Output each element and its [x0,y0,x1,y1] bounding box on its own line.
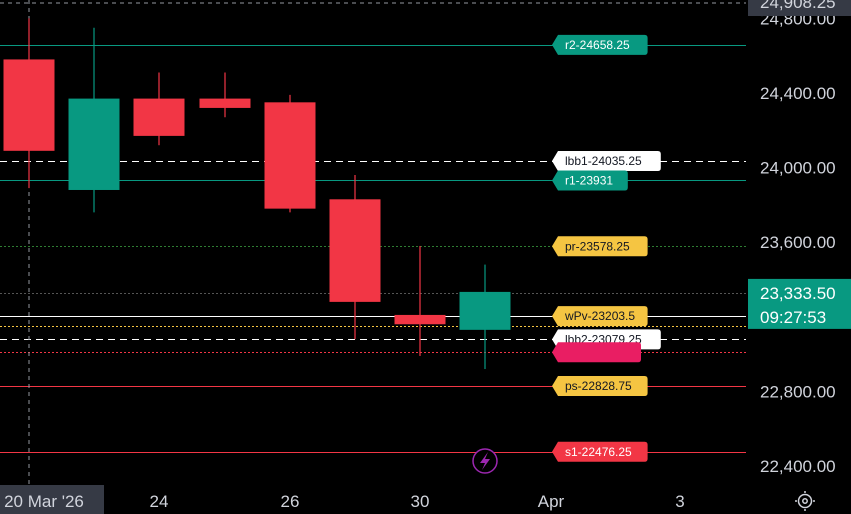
x-tick-label-0: 20 Mar '26 [4,492,84,511]
candle-2026-03-20[interactable] [3,18,55,189]
y-axis[interactable]: 22,400.0022,800.0023,200.0023,600.0024,0… [748,0,851,476]
y-tick-label-4: 24,000.00 [760,159,836,178]
countdown-label: 09:27:53 [760,308,826,327]
level-label-text-5: wPv-23203.5 [564,309,635,323]
y-axis-top-label: 24,908.25 [760,0,836,12]
level-label-9[interactable]: ps-22828.75 [552,376,648,397]
level-label-text-0: r2-24658.25 [565,38,630,52]
y-tick-label-5: 24,400.00 [760,84,836,103]
y-tick-label-3: 23,600.00 [760,233,836,252]
level-label-text-10: s1-22476.25 [565,445,632,459]
level-label-8[interactable] [552,342,641,363]
current-price-tag: 23,333.50 09:27:53 [748,278,851,329]
candle-2026-03-25[interactable] [199,72,251,118]
level-label-text-9: ps-22828.75 [565,379,632,393]
level-label-text-1: lbb1-24035.25 [565,154,642,168]
x-tick-label-5: 3 [675,492,684,511]
current-price-label: 23,333.50 [760,284,836,303]
level-label-text-2: r1-23931 [565,173,613,187]
gear-icon[interactable] [795,491,815,511]
candle-2026-03-27[interactable] [329,175,381,340]
level-label-1[interactable]: lbb1-24035.25 [552,151,661,172]
candle-2026-03-23[interactable] [68,27,120,213]
x-tick-label-2: 26 [281,492,300,511]
x-axis[interactable]: 20 Mar '26 24 26 30 Apr 3 [0,485,685,514]
level-label-5[interactable]: wPv-23203.5 [552,306,648,327]
x-tick-label-1: 24 [150,492,169,511]
lightning-icon[interactable] [472,448,498,474]
level-labels: r2-24658.25 lbb1-24035.25 r1-23931 pr-23578… [552,34,661,462]
candle-2026-03-26[interactable] [264,94,316,213]
candle-2026-03-31[interactable] [459,264,511,370]
y-tick-label-0: 22,400.00 [760,457,836,476]
candle-2026-03-30[interactable] [394,245,446,356]
level-label-10[interactable]: s1-22476.25 [552,441,648,462]
candle-2026-03-24[interactable] [133,72,185,146]
y-tick-label-1: 22,800.00 [760,382,836,401]
level-label-2[interactable]: r1-23931 [552,170,628,191]
level-label-text-3: pr-23578.25 [565,239,630,253]
level-label-0[interactable]: r2-24658.25 [552,34,648,55]
candles [3,18,511,370]
x-tick-label-4: Apr [538,492,565,511]
level-label-3[interactable]: pr-23578.25 [552,236,648,257]
x-tick-label-3: 30 [411,492,430,511]
